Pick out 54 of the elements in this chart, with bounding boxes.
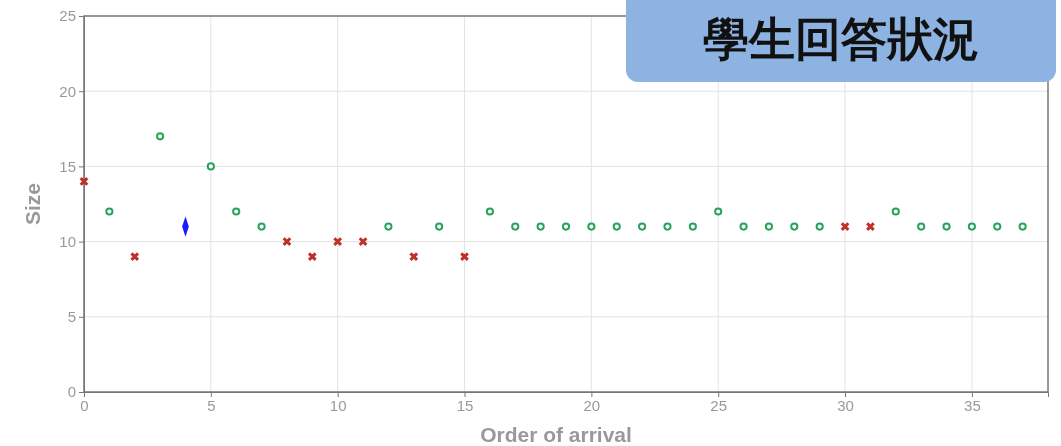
x-tick-label: 0 [80, 396, 89, 414]
point [840, 221, 850, 232]
y-tick-label: 15 [59, 157, 76, 175]
x-tick-label: 20 [583, 396, 601, 414]
point [942, 222, 951, 231]
y-tick-label: 0 [67, 383, 76, 401]
point [739, 222, 748, 231]
x-tick-label: 5 [207, 396, 216, 414]
point [79, 176, 89, 187]
point [105, 207, 114, 216]
x-tick-label: 10 [329, 396, 347, 414]
y-tick-label: 10 [59, 232, 76, 250]
x-tick-label: 35 [964, 396, 981, 414]
point [485, 207, 494, 216]
point [612, 222, 621, 231]
y-tick-label: 20 [59, 82, 76, 100]
point [993, 222, 1002, 231]
chart-title: 學生回答狀況 [703, 13, 979, 65]
point [232, 207, 241, 216]
point [459, 251, 470, 262]
y-tick-label: 25 [59, 7, 76, 25]
point [561, 222, 571, 231]
point [384, 222, 393, 231]
point [307, 251, 318, 262]
point [917, 222, 926, 231]
point [891, 207, 900, 216]
point [714, 207, 723, 216]
y-tick-label: 5 [67, 308, 76, 326]
point [129, 251, 140, 262]
point [688, 222, 697, 231]
point [257, 222, 266, 231]
point [587, 222, 596, 231]
x-tick-label: 15 [456, 396, 474, 414]
point [358, 236, 368, 247]
point [536, 222, 545, 231]
y-axis-title: Size [21, 182, 44, 226]
point [511, 222, 520, 231]
point [764, 222, 774, 231]
point [790, 222, 799, 231]
point [1018, 222, 1027, 231]
x-axis-title: Order of arrival [480, 423, 632, 446]
x-tick-label: 30 [837, 396, 854, 414]
point [282, 236, 292, 247]
point [815, 222, 824, 231]
point [156, 132, 165, 141]
point [663, 222, 672, 231]
point [638, 222, 647, 231]
point [332, 236, 343, 247]
point [435, 222, 444, 231]
point [967, 222, 976, 231]
point [409, 251, 419, 262]
x-tick-label: 25 [710, 396, 728, 414]
point [206, 162, 215, 171]
point [865, 221, 876, 232]
